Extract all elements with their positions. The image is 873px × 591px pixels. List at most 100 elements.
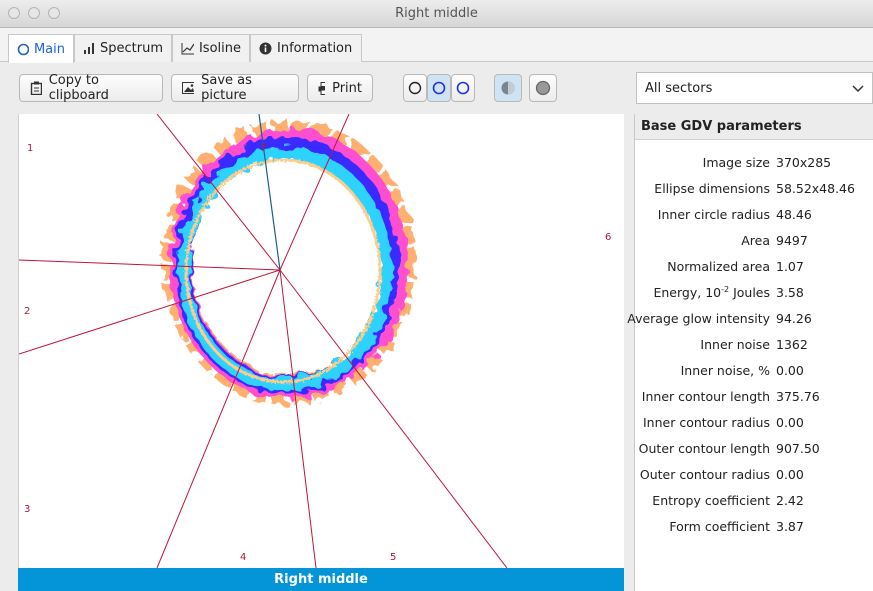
close-window-button[interactable]: [8, 7, 20, 19]
param-label: Average glow intensity: [627, 311, 770, 326]
param-row-average-glow-intensity: Average glow intensity 94.26: [627, 311, 873, 331]
sector-line: [279, 114, 350, 271]
picture-icon: [182, 82, 195, 94]
gdv-parameters-panel: Base GDV parameters Image size 370x285 E…: [627, 114, 873, 591]
sector-number-1: 1: [27, 143, 33, 154]
outline-circle-icon: [408, 81, 422, 95]
glow-inner-edge: [184, 158, 382, 384]
tab-bar: Main Spectrum Isoline Information: [0, 28, 873, 63]
sector-number-6: 6: [605, 232, 611, 243]
param-label: Inner noise: [700, 337, 770, 352]
param-row-area: Area 9497: [635, 233, 873, 253]
param-row-outer-contour-radius: Outer contour radius 0.00: [635, 467, 873, 487]
window-title: Right middle: [395, 6, 478, 21]
param-value: 9497: [776, 233, 808, 248]
tab-spectrum[interactable]: Spectrum: [74, 34, 172, 62]
canvas-caption: Right middle: [18, 568, 624, 591]
line-chart-icon: [181, 43, 194, 55]
param-label: Inner noise, %: [680, 363, 770, 378]
print-button[interactable]: Print: [307, 74, 373, 102]
sector-select[interactable]: All sectors: [636, 72, 873, 104]
tab-isoline-label: Isoline: [198, 41, 241, 56]
save-label: Save as picture: [201, 73, 252, 103]
param-label: Inner contour radius: [642, 415, 770, 430]
sector-line: [279, 269, 317, 568]
half-filled-circle-icon: [501, 81, 515, 95]
title-bar: Right middle: [0, 0, 873, 28]
sector-line: [156, 114, 281, 271]
sector-lines: [19, 114, 508, 568]
tab-main-label: Main: [33, 41, 65, 57]
blue-outline-circle-icon: [456, 81, 470, 95]
save-as-picture-button[interactable]: Save as picture: [171, 73, 299, 103]
param-value: 3.58: [776, 285, 804, 300]
gdv-image-canvas[interactable]: 1 2 3 4 5 6 7: [18, 114, 624, 568]
glow-cyan-ring: [178, 147, 392, 391]
sector-number-5: 5: [390, 552, 396, 563]
printer-icon: [318, 81, 326, 95]
param-label: Inner contour length: [641, 389, 770, 404]
tab-main[interactable]: Main: [8, 34, 74, 63]
sector-number-2: 2: [24, 306, 30, 317]
sector-line: [156, 269, 281, 568]
circle-icon: [17, 43, 29, 55]
param-label: Ellipse dimensions: [654, 181, 770, 196]
param-row-inner-noise: Inner noise 1362: [635, 337, 873, 357]
info-icon: [259, 42, 272, 55]
sector-number-7: 7: [260, 143, 266, 154]
chevron-down-icon: [852, 85, 864, 93]
param-value: 370x285: [776, 155, 832, 170]
sector-line: [19, 259, 281, 271]
param-row-inner-contour-length: Inner contour length 375.76: [635, 389, 873, 409]
param-value: 2.42: [776, 493, 804, 508]
param-label: Image size: [702, 155, 770, 170]
param-row-ellipse-dimensions: Ellipse dimensions 58.52x48.46: [635, 181, 873, 201]
tab-information-label: Information: [277, 41, 353, 56]
param-value: 58.52x48.46: [776, 181, 855, 196]
param-label: Form coefficient: [669, 519, 770, 534]
param-label: Outer contour length: [638, 441, 770, 456]
panel-title: Base GDV parameters: [635, 114, 873, 140]
param-value: 1.07: [776, 259, 804, 274]
sector-numbers: 1 2 3 4 5 6 7: [24, 143, 611, 563]
view-mode-blue-button[interactable]: [427, 74, 451, 102]
view-mode-blue-outline-button[interactable]: [451, 74, 475, 102]
copy-to-clipboard-button[interactable]: Copy to clipboard: [19, 73, 163, 103]
tab-information[interactable]: Information: [250, 34, 362, 62]
param-label: Inner circle radius: [657, 207, 770, 222]
param-row-entropy-coefficient: Entropy coefficient 2.42: [635, 493, 873, 513]
param-row-inner-circle-radius: Inner circle radius 48.46: [635, 207, 873, 227]
blue-circle-icon: [432, 81, 446, 95]
print-label: Print: [332, 80, 362, 96]
bar-chart-icon: [84, 43, 94, 54]
sector-line: [19, 269, 281, 355]
gdv-image: 1 2 3 4 5 6 7: [19, 114, 611, 568]
param-label-suffix: Joules: [729, 285, 770, 301]
param-value: 907.50: [776, 441, 820, 456]
param-label: Area: [741, 233, 770, 248]
param-row-normalized-area: Normalized area 1.07: [635, 259, 873, 279]
tab-spectrum-label: Spectrum: [100, 41, 163, 56]
param-label: Entropy coefficient: [652, 493, 770, 508]
param-value: 375.76: [776, 389, 820, 404]
view-mode-filled-button[interactable]: [494, 74, 522, 102]
grey-circle-icon: [535, 80, 551, 96]
minimize-window-button[interactable]: [28, 7, 40, 19]
param-value: 0.00: [776, 467, 804, 482]
sector-number-3: 3: [24, 504, 30, 515]
param-row-image-size: Image size 370x285: [635, 155, 873, 175]
param-label-exponent: -2: [721, 285, 730, 294]
param-label-prefix: Energy, 10: [653, 285, 722, 301]
param-row-outer-contour-length: Outer contour length 907.50: [635, 441, 873, 461]
param-label: Energy, 10-2 Joules: [653, 285, 770, 300]
copy-label: Copy to clipboard: [48, 73, 109, 103]
param-value: 1362: [776, 337, 808, 352]
param-row-inner-contour-radius: Inner contour radius 0.00: [635, 415, 873, 435]
param-value: 0.00: [776, 363, 804, 378]
param-label: Outer contour radius: [639, 467, 770, 482]
zoom-window-button[interactable]: [48, 7, 60, 19]
view-mode-outline-button[interactable]: [403, 74, 427, 102]
param-value: 48.46: [776, 207, 812, 222]
view-mode-grey-button[interactable]: [529, 74, 557, 102]
tab-isoline[interactable]: Isoline: [172, 34, 250, 62]
